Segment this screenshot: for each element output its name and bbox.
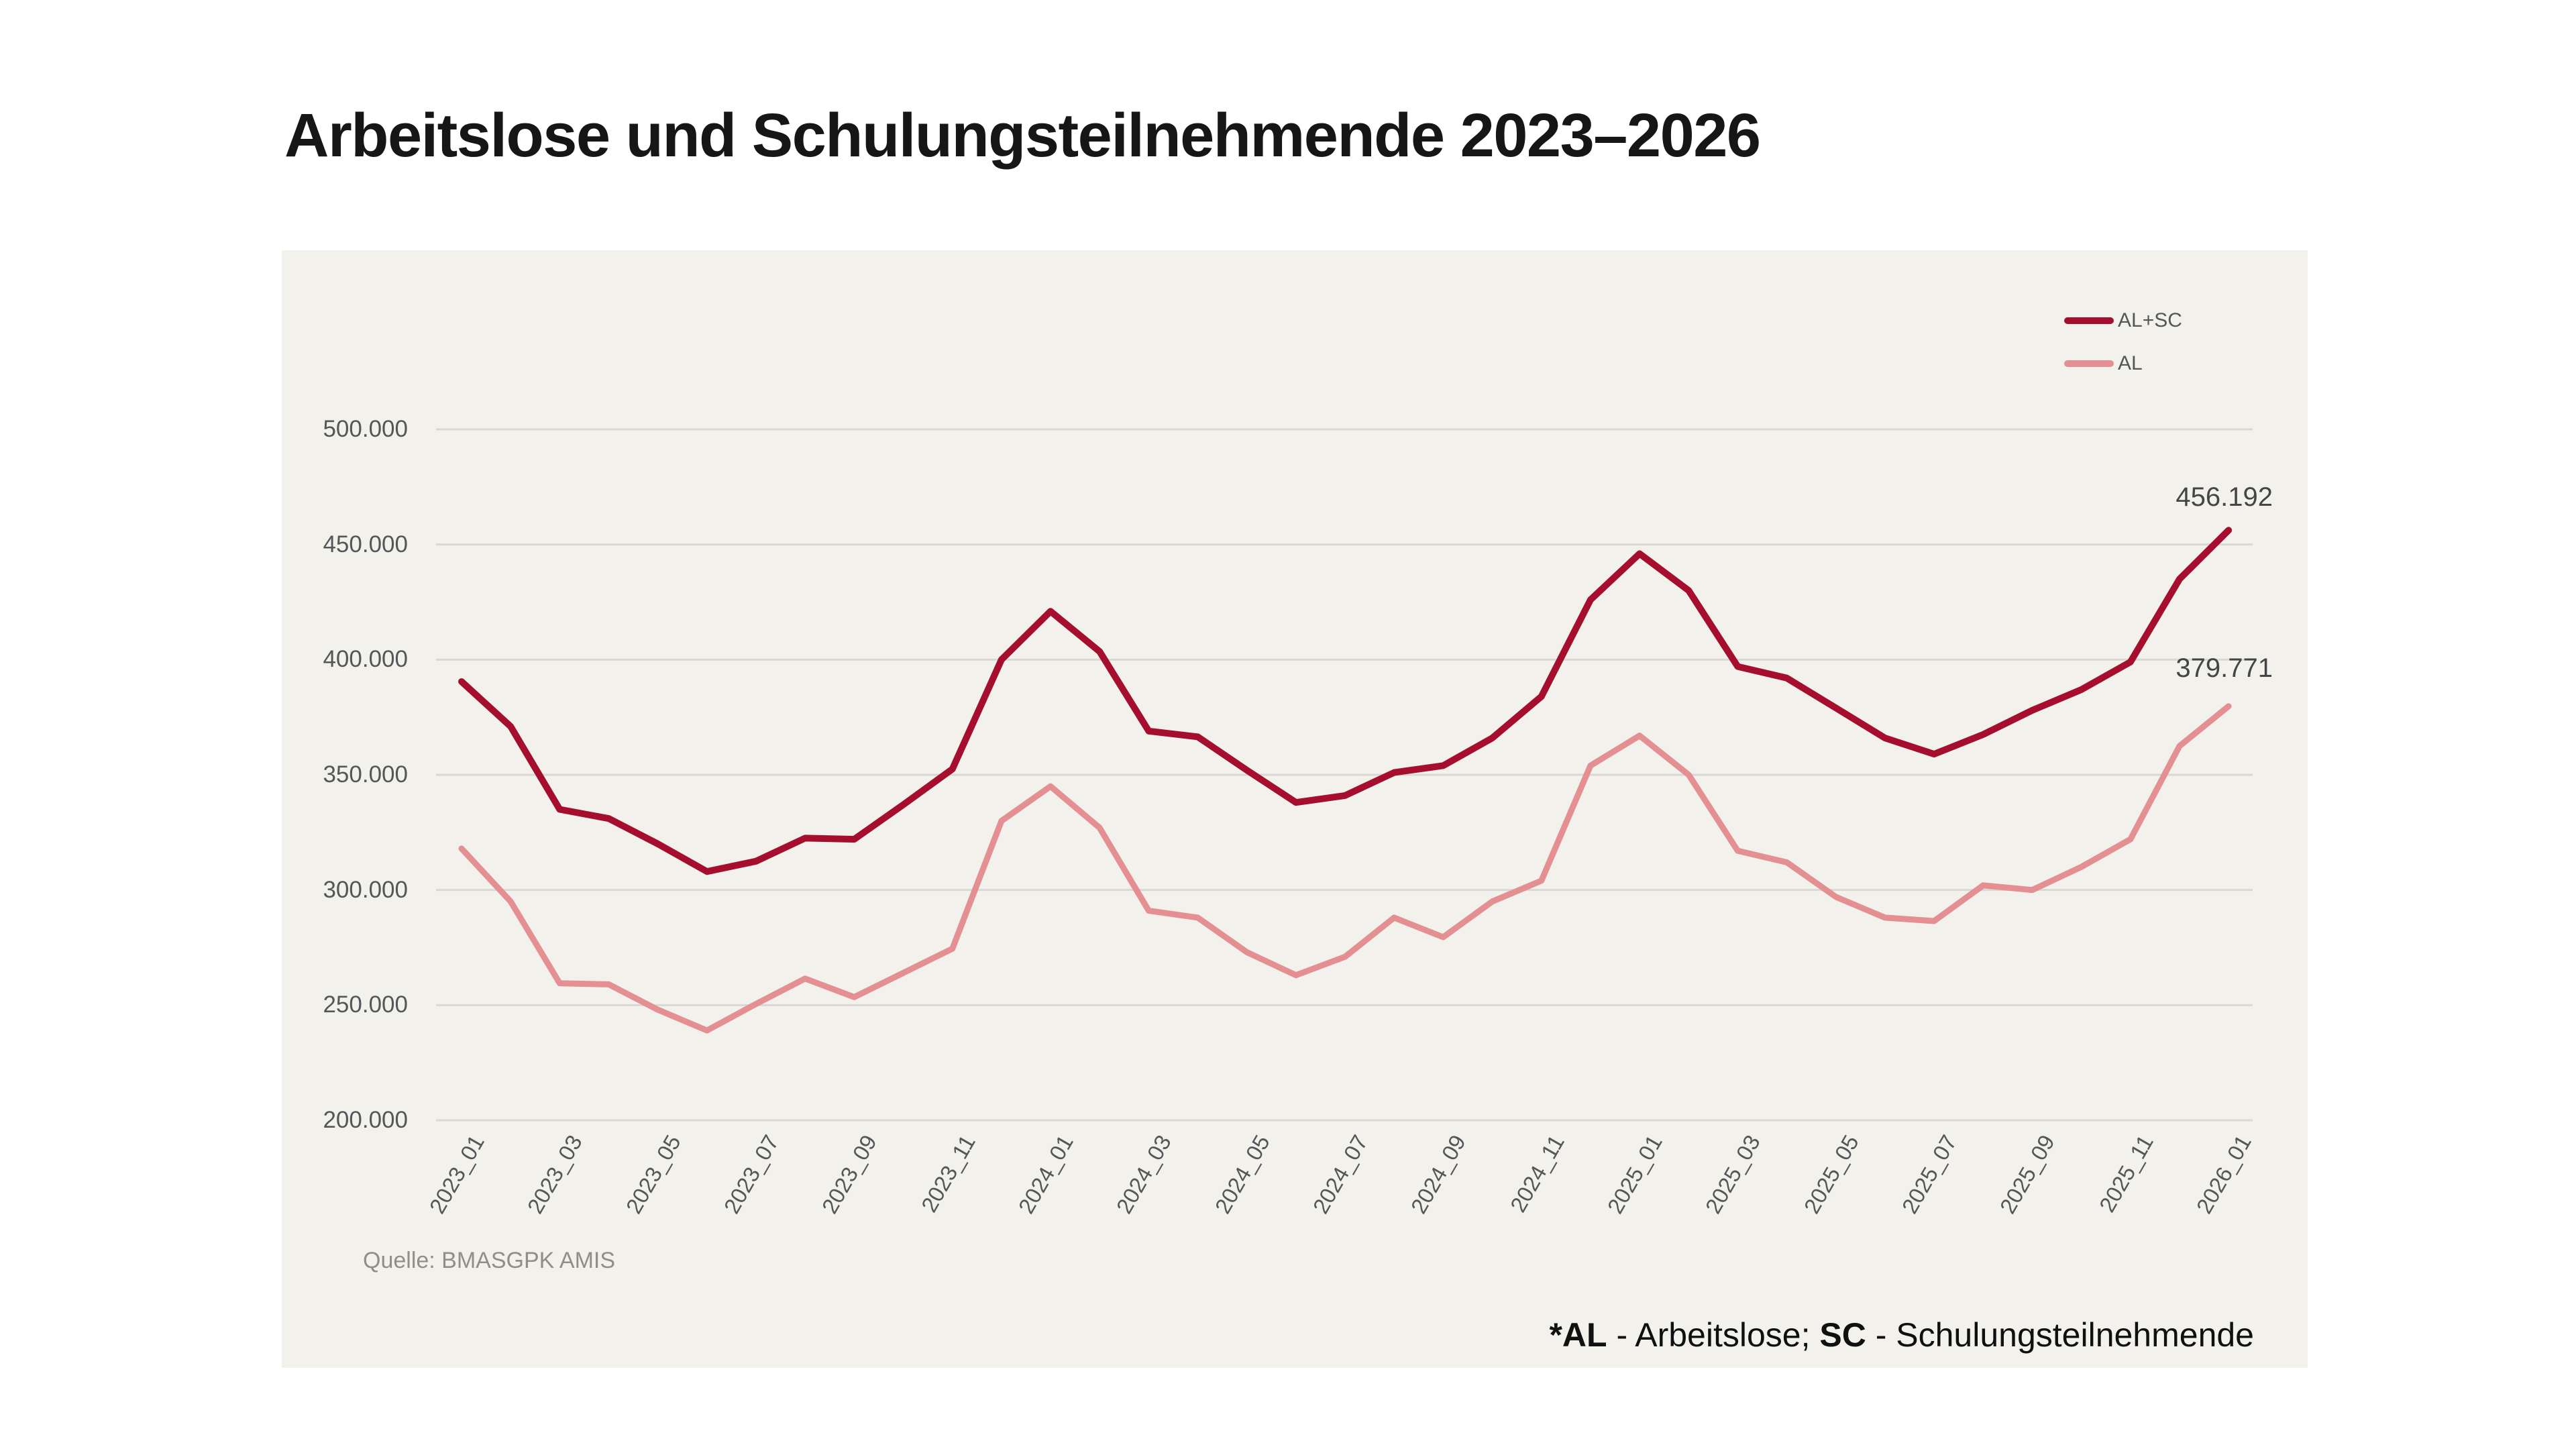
legend-swatch-al [2064, 360, 2114, 367]
y-tick-label: 500.000 [323, 416, 408, 442]
chart-svg [436, 428, 2253, 1122]
footnote-al-abbr: *AL [1549, 1316, 1607, 1354]
legend-item-al-sc: AL+SC [2064, 307, 2306, 334]
legend-item-al: AL [2064, 350, 2306, 377]
y-tick-label: 450.000 [323, 531, 408, 557]
y-tick-label: 400.000 [323, 646, 408, 673]
chart-panel: 500.000 450.000 400.000 350.000 300.000 250.0… [282, 250, 2308, 1368]
legend-label-al: AL [2118, 352, 2143, 374]
y-tick-label: 200.000 [323, 1107, 408, 1133]
legend-swatch-al-sc [2064, 317, 2114, 324]
end-value-label-al-sc: 456.192 [2176, 482, 2273, 512]
series-line-al [458, 703, 2232, 1034]
chart-title: Arbeitslose und Schulungsteilnehmende 20… [284, 101, 1761, 170]
y-tick-label: 350.000 [323, 761, 408, 788]
footnote-al-text: - Arbeitslose; [1607, 1316, 1820, 1354]
footnote-sc-text: - Schulungsteilnehmende [1866, 1316, 2254, 1354]
end-value-label-al: 379.771 [2176, 653, 2273, 683]
footnote: *AL - Arbeitslose; SC - Schulungsteilneh… [1549, 1316, 2254, 1354]
y-tick-label: 300.000 [323, 876, 408, 903]
series-line-al-sc [458, 527, 2233, 875]
y-tick-label: 250.000 [323, 991, 408, 1018]
legend: AL+SC AL [2064, 307, 2306, 393]
footnote-sc-abbr: SC [1819, 1316, 1866, 1354]
source-note: Quelle: BMASGPK AMIS [363, 1248, 616, 1273]
legend-label-al-sc: AL+SC [2118, 309, 2182, 331]
